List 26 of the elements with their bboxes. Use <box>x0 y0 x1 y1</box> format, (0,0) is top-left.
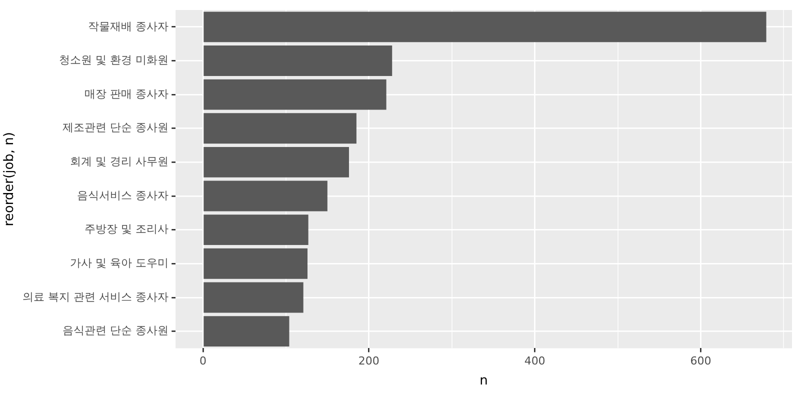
x-tick-label: 600 <box>690 354 712 368</box>
x-axis-title: n <box>480 374 488 389</box>
y-axis-title: reorder(job, n) <box>2 132 18 226</box>
bar <box>204 214 308 246</box>
bar <box>204 282 304 313</box>
y-tick-label: 회계 및 경리 사무원 <box>70 155 169 168</box>
y-tick-label: 음식서비스 종사자 <box>77 188 169 202</box>
y-tick-label: 주방장 및 조리사 <box>84 222 169 236</box>
bar <box>204 316 290 347</box>
bar <box>204 79 386 110</box>
y-tick-label: 음식관련 단순 종사원 <box>62 324 169 338</box>
bar <box>204 12 766 42</box>
bar <box>204 146 349 178</box>
bar <box>204 248 308 279</box>
x-tick-label: 200 <box>358 354 380 368</box>
y-tick-label: 의료 복지 관련 서비스 종사자 <box>22 290 169 304</box>
y-tick-label: 청소원 및 환경 미화원 <box>59 54 169 67</box>
y-tick-label: 가사 및 육아 도우미 <box>70 256 169 270</box>
x-tick-label: 0 <box>199 354 206 368</box>
y-tick-label: 제조관련 단순 종사원 <box>62 121 169 134</box>
y-tick-label: 매장 판매 종사자 <box>84 87 169 100</box>
x-tick-label: 400 <box>524 354 546 368</box>
y-tick-label: 작물재배 종사자 <box>88 20 169 33</box>
bar <box>204 46 392 76</box>
bar <box>204 113 356 144</box>
bar <box>204 180 328 212</box>
